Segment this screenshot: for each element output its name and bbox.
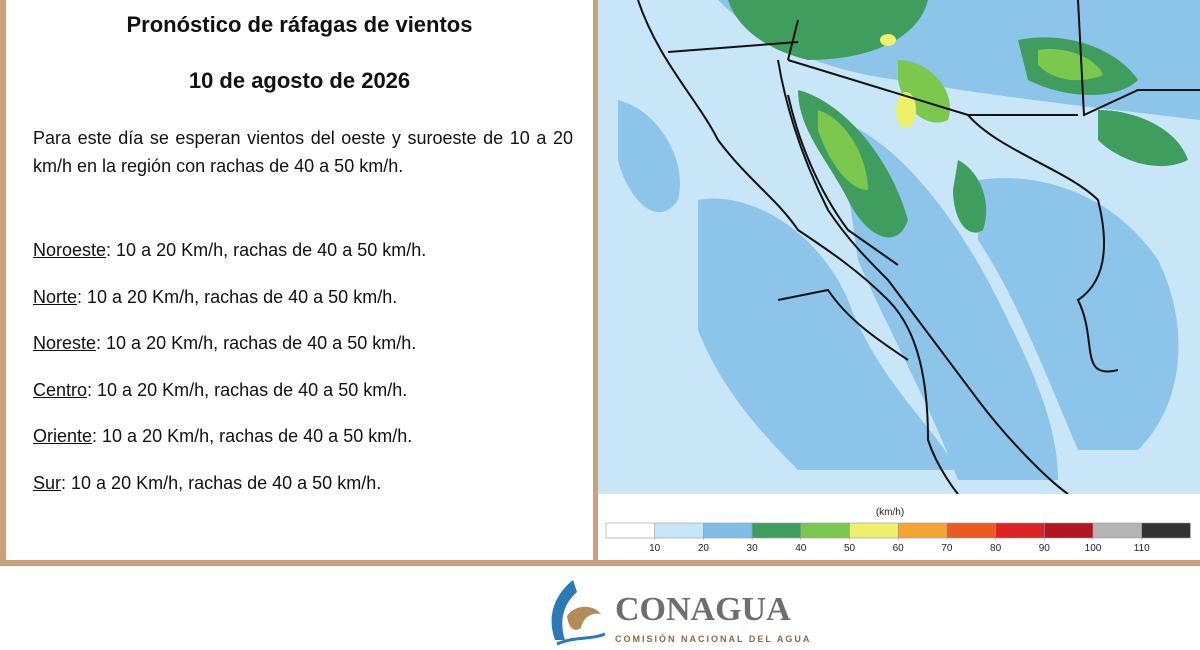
logo: CONAGUA COMISIÓN NACIONAL DEL AGUA	[551, 580, 811, 646]
title: Pronóstico de ráfagas de vientos	[126, 12, 473, 37]
region: Noreste: 10 a 20 Km/h, rachas de 40 a 50…	[33, 333, 426, 380]
region-text: : 10 a 20 Km/h, rachas de 40 a 50 km/h.	[92, 426, 413, 446]
logo-wave	[551, 580, 577, 640]
legend-swatch	[1093, 523, 1142, 538]
logo-subtitle: COMISIÓN NACIONAL DEL AGUA	[615, 633, 811, 644]
legend-swatch	[898, 523, 947, 538]
legend-swatch	[800, 523, 850, 538]
legend-swatch	[703, 523, 753, 538]
region-name: Norte	[33, 286, 78, 307]
legend-swatch	[606, 523, 655, 538]
legend-swatch	[1044, 523, 1093, 538]
legend-tick-label: 70	[941, 543, 953, 554]
legend-tick-label: 50	[844, 543, 856, 554]
region-text: : 10 a 20 Km/h, rachas de 40 a 50 km/h.	[106, 240, 427, 260]
region: Norte: 10 a 20 Km/h, rachas de 40 a 50 k…	[33, 287, 426, 334]
legend-tick-label: 40	[795, 543, 807, 554]
region-name: Noreste	[33, 333, 97, 353]
legend-swatch	[654, 523, 704, 538]
region-text: : 10 a 20 Km/h, rachas de 40 a 50 km/h.	[96, 333, 417, 353]
region-name: Sur	[33, 472, 62, 493]
logo-name: CONAGUA	[615, 591, 791, 628]
logo-eagle	[567, 606, 601, 630]
legend-tick-label: 90	[1039, 543, 1051, 554]
region: Oriente: 10 a 20 Km/h, rachas de 40 a 50…	[33, 426, 426, 473]
intro: Para este día se esperan vientos del oes…	[33, 128, 573, 176]
legend: 10 20 30 40 50 60 70 80 90 100 110	[605, 522, 1191, 554]
region-text: : 10 a 20 Km/h, rachas de 40 a 50 km/h.	[77, 286, 398, 307]
legend-tick-label: 60	[893, 543, 905, 554]
legend-swatch	[995, 523, 1045, 538]
legend-tick-label: 80	[990, 543, 1002, 554]
text-panel: Pronóstico de ráfagas de vientos 10 de a…	[6, 0, 593, 560]
region: Centro: 10 a 20 Km/h, rachas de 40 a 50 …	[33, 380, 426, 427]
region-name: Noroeste	[33, 240, 107, 260]
legend-swatch	[1141, 523, 1191, 538]
map: (km/h) 10 20 30 40 50 60 70 80 90 100 110	[598, 0, 1200, 560]
region-name: Oriente	[33, 426, 93, 446]
legend-tick-label: 30	[747, 543, 759, 554]
date: 10 de agosto de 2026	[188, 68, 411, 93]
region-text: : 10 a 20 Km/h, rachas de 40 a 50 km/h.	[61, 472, 382, 493]
logo-water	[556, 632, 606, 646]
legend-tick-label: 110	[1134, 543, 1150, 554]
region-name: Centro	[33, 379, 88, 400]
legend-tick-label: 100	[1085, 543, 1102, 554]
legend-swatch	[946, 523, 996, 538]
legend-unit: (km/h)	[876, 507, 904, 518]
legend-tick-label: 20	[698, 543, 710, 554]
frame: Pronóstico de ráfagas de vientos 10 de a…	[0, 0, 1200, 566]
region-list: Noroeste: 10 a 20 Km/h, rachas de 40 a 5…	[33, 240, 426, 519]
region: Noroeste: 10 a 20 Km/h, rachas de 40 a 5…	[33, 240, 426, 287]
wind-yellow	[880, 34, 916, 128]
legend-swatch	[752, 523, 801, 538]
coastlines	[637, 0, 1200, 495]
legend-tick-label: 10	[649, 543, 661, 554]
region-text: : 10 a 20 Km/h, rachas de 40 a 50 km/h.	[87, 379, 408, 400]
region: Sur: 10 a 20 Km/h, rachas de 40 a 50 km/…	[33, 473, 426, 520]
legend-swatch	[849, 523, 899, 538]
